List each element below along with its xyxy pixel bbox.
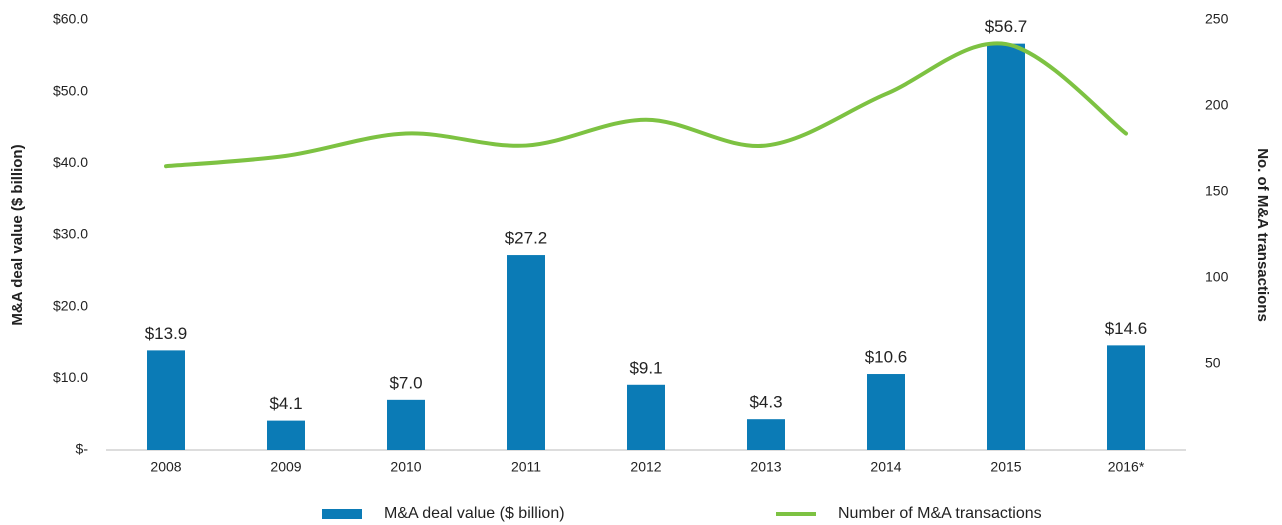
- y2-tick-label: 250: [1205, 11, 1229, 27]
- y2-tick-label: 100: [1205, 269, 1229, 285]
- value-label: $13.9: [145, 324, 188, 343]
- y2-tick-label: 200: [1205, 97, 1229, 113]
- y2-tick-label: 50: [1205, 355, 1221, 371]
- y-axis-title: M&A deal value ($ billion): [9, 144, 26, 325]
- bar: [267, 420, 305, 450]
- y-tick-label: $10.0: [53, 369, 88, 385]
- legend-label: M&A deal value ($ billion): [384, 505, 565, 522]
- y-tick-label: $-: [76, 441, 89, 457]
- y-tick-label: $60.0: [53, 11, 88, 27]
- x-tick-label: 2010: [390, 459, 421, 475]
- y2-axis-title: No. of M&A transactions: [1254, 148, 1271, 322]
- x-tick-label: 2012: [630, 459, 661, 475]
- bar: [387, 399, 425, 450]
- x-tick-label: 2011: [511, 459, 541, 475]
- value-label: $56.7: [985, 17, 1028, 36]
- y2-tick-label: 150: [1205, 183, 1229, 199]
- bar: [987, 43, 1025, 451]
- x-tick-label: 2014: [870, 459, 901, 475]
- bar: [507, 255, 545, 450]
- y-tick-label: $20.0: [53, 297, 88, 313]
- bar: [1107, 345, 1145, 450]
- x-tick-label: 2013: [750, 459, 781, 475]
- x-tick-label: 2008: [150, 459, 181, 475]
- value-label: $7.0: [389, 373, 422, 392]
- y-tick-label: $40.0: [53, 154, 88, 170]
- legend-label: Number of M&A transactions: [838, 505, 1042, 522]
- value-label: $10.6: [865, 348, 908, 367]
- value-label: $4.1: [269, 394, 302, 413]
- bar: [867, 374, 905, 450]
- value-label: $4.3: [749, 393, 782, 412]
- bar: [627, 384, 665, 450]
- value-label: $9.1: [629, 358, 662, 377]
- legend-swatch: [322, 509, 362, 519]
- x-tick-label: 2009: [270, 459, 301, 475]
- x-tick-label: 2015: [990, 459, 1021, 475]
- line: [164, 41, 1128, 169]
- y-tick-label: $30.0: [53, 226, 88, 242]
- value-label: $27.2: [505, 229, 548, 248]
- bar: [147, 350, 185, 450]
- x-tick-label: 2016*: [1108, 459, 1145, 475]
- bar: [747, 419, 785, 450]
- value-label: $14.6: [1105, 319, 1148, 338]
- y-tick-label: $50.0: [53, 82, 88, 98]
